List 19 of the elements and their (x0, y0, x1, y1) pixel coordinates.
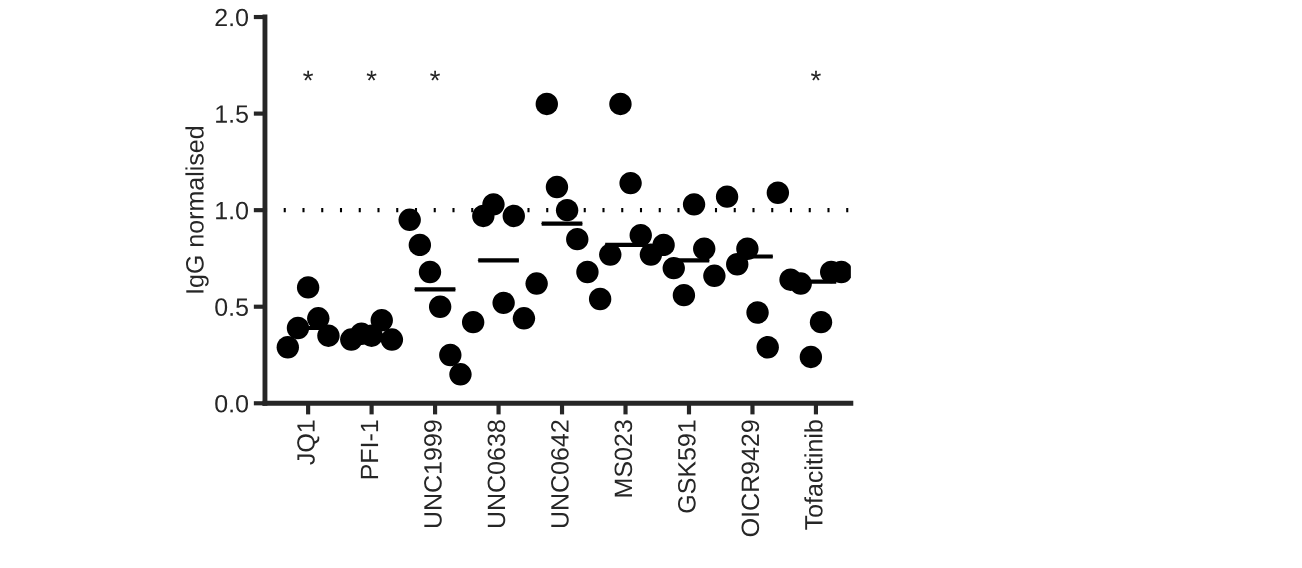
y-tick-label: 0.0 (215, 394, 249, 413)
x-tick-label: JQ1 (297, 420, 320, 465)
text: * (810, 70, 821, 81)
text: * (430, 70, 441, 81)
y-tick-label: 1.0 (216, 201, 249, 220)
x-tick-label: PFI-1 (360, 420, 379, 479)
x-tick-label: UNC0642 (551, 420, 569, 528)
text: * (303, 70, 314, 81)
x-tick-label: Tofacitinib (804, 420, 823, 530)
y-tick-label: 2.0 (215, 8, 249, 27)
x-tick-label: MS023 (614, 420, 633, 497)
y-axis-title: IgG normalised (185, 127, 209, 293)
y-tick-label: 1.5 (216, 105, 248, 123)
text: * (366, 70, 377, 81)
y-tick-label: 0.5 (215, 298, 248, 317)
x-tick-label: UNC0638 (487, 420, 506, 528)
x-tick-label: OICR9429 (741, 420, 760, 537)
x-tick-label: GSK591 (678, 420, 696, 513)
x-tick-label: UNC1999 (424, 420, 442, 528)
